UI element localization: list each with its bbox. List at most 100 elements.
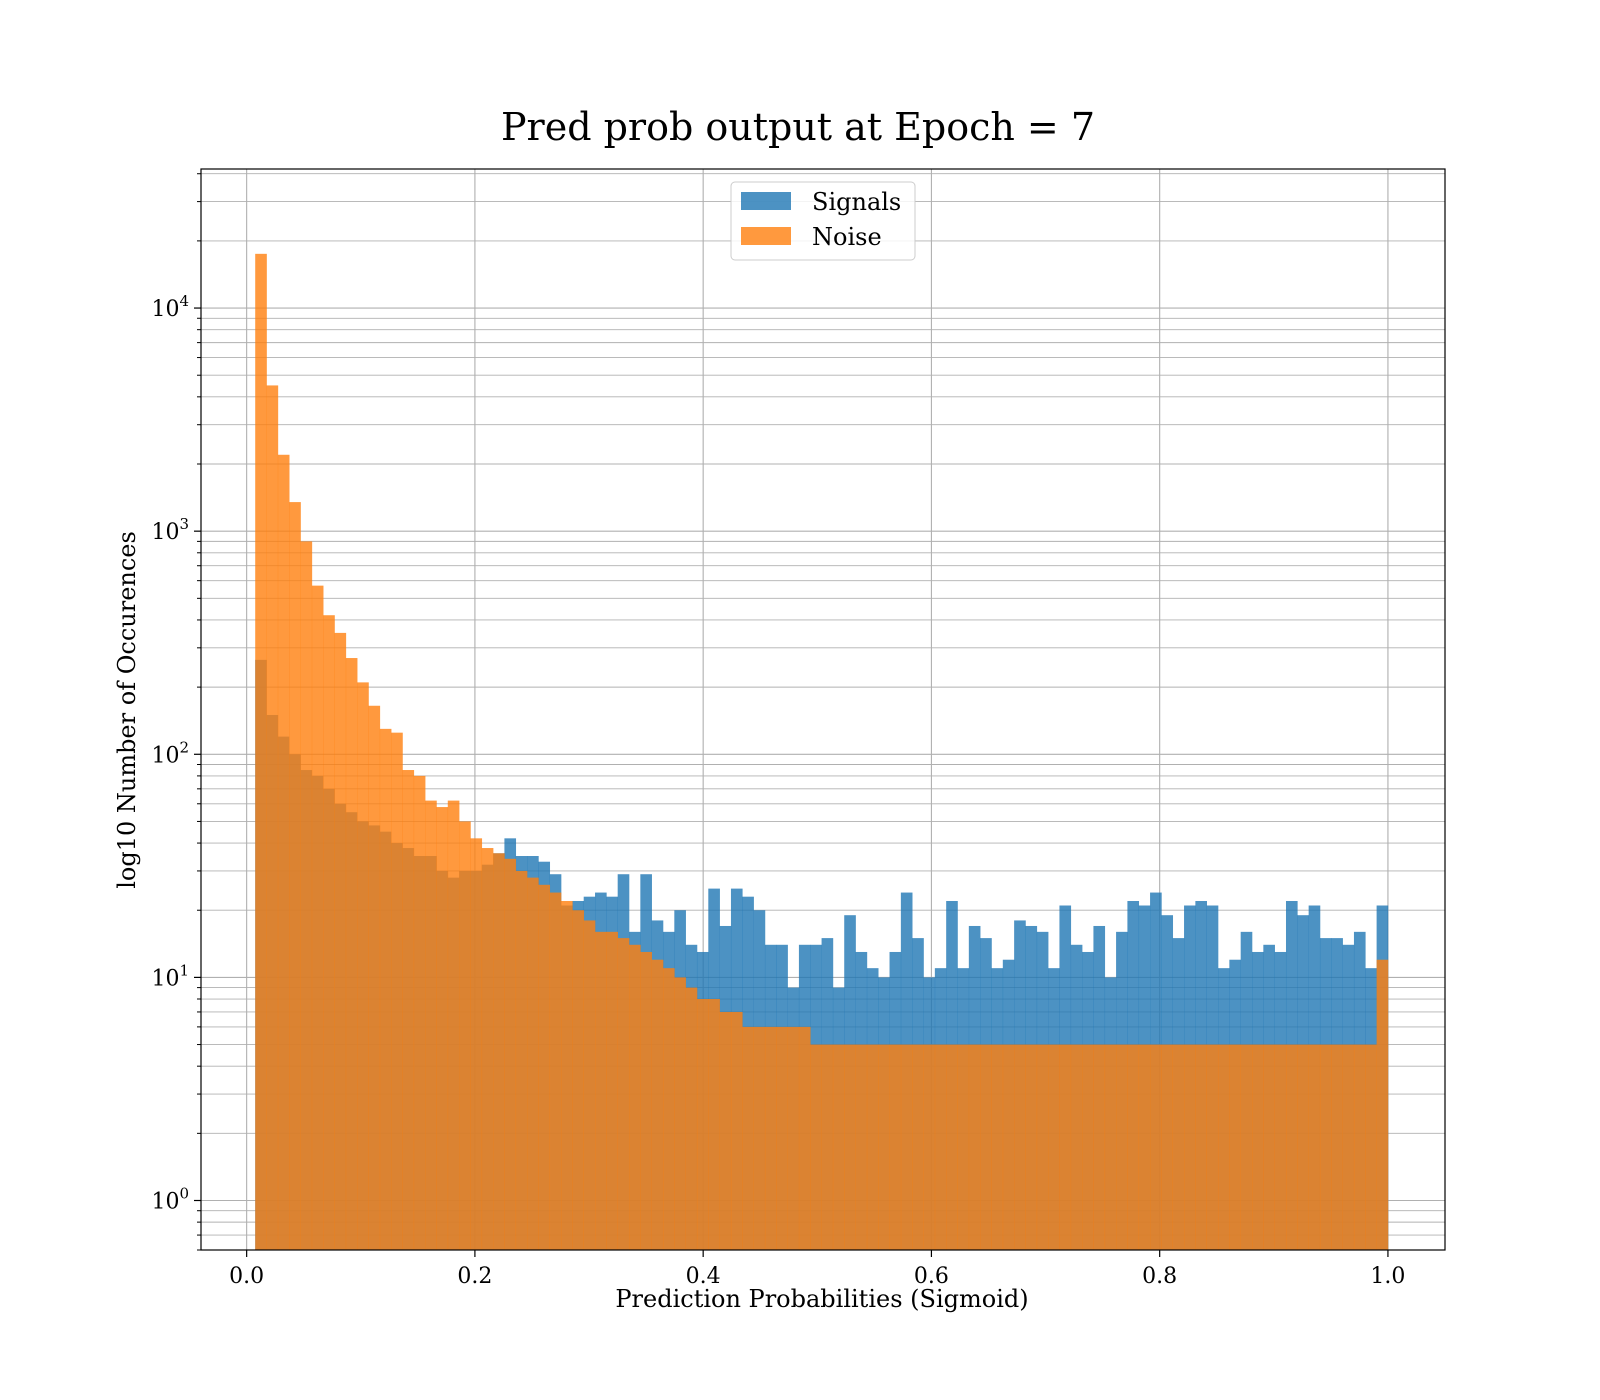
- legend: Signals Noise: [730, 181, 916, 261]
- noise-bar: [470, 838, 483, 1250]
- noise-bar: [289, 502, 301, 1250]
- noise-bar: [1297, 1044, 1309, 1250]
- noise-bar: [357, 682, 369, 1250]
- noise-bar: [493, 853, 505, 1250]
- noise-bar: [1218, 1044, 1230, 1250]
- noise-bar: [425, 800, 437, 1250]
- legend-label-signals: Signals: [812, 188, 901, 216]
- noise-bar: [345, 658, 358, 1250]
- noise-bar: [787, 1026, 800, 1250]
- noise-bar: [1342, 1044, 1355, 1250]
- noise-bar: [1025, 1044, 1038, 1250]
- noise-bar: [719, 1011, 732, 1250]
- noise-bar: [447, 800, 460, 1250]
- noise-bar: [1319, 1044, 1332, 1250]
- noise-bar: [730, 1011, 743, 1250]
- noise-bar: [957, 1044, 970, 1250]
- noise-bar: [776, 1026, 788, 1250]
- y-tick-label: 104: [151, 292, 189, 322]
- noise-bar: [742, 1026, 754, 1250]
- noise-bar: [1059, 1044, 1072, 1250]
- x-axis-ticks: 0.0 0.2 0.4 0.6 0.8 1.0: [229, 1250, 1405, 1289]
- noise-bar: [1195, 1044, 1207, 1250]
- y-tick-label: 100: [151, 1185, 189, 1215]
- noise-bar: [844, 1044, 856, 1250]
- noise-bar: [1104, 1044, 1117, 1250]
- noise-bar: [595, 931, 607, 1250]
- legend-swatch-signals: [741, 192, 791, 210]
- plot-frame: [200, 168, 1446, 1251]
- noise-bar: [1138, 1044, 1151, 1250]
- noise-bar: [1229, 1044, 1241, 1250]
- noise-bar: [991, 1044, 1004, 1250]
- noise-bar: [855, 1044, 868, 1250]
- noise-bar: [1376, 959, 1389, 1250]
- noise-bar: [1206, 1044, 1219, 1250]
- noise-bar: [1150, 1044, 1162, 1250]
- x-axis-label: Prediction Probabilities (Sigmoid): [615, 1285, 1028, 1313]
- noise-bar: [606, 931, 618, 1250]
- legend-swatch-noise: [741, 227, 791, 245]
- noise-bar: [629, 944, 641, 1250]
- noise-bar: [481, 848, 494, 1250]
- noise-bar: [515, 870, 528, 1250]
- noise-bar: [583, 920, 596, 1250]
- noise-bar: [368, 705, 381, 1250]
- noise-bar: [696, 999, 709, 1250]
- noise-bar: [662, 968, 675, 1250]
- noise-bar: [379, 728, 392, 1250]
- chart-title: Pred prob output at Epoch = 7: [501, 105, 1095, 149]
- x-tick-label: 0.0: [229, 1264, 264, 1289]
- noise-bar: [798, 1026, 811, 1250]
- y-tick-label: 101: [151, 961, 189, 991]
- noise-bar: [311, 585, 324, 1250]
- noise-bar: [300, 541, 313, 1250]
- noise-bar: [980, 1044, 992, 1250]
- noise-bar: [1127, 1044, 1140, 1250]
- noise-bar: [572, 910, 585, 1250]
- noise-bar: [1048, 1044, 1060, 1250]
- noise-bar: [277, 454, 290, 1250]
- noise-bar: [1161, 1044, 1174, 1250]
- noise-bar: [651, 959, 664, 1250]
- noise-bar: [878, 1044, 890, 1250]
- noise-bar: [504, 858, 517, 1250]
- noise-bar: [1002, 1044, 1015, 1250]
- y-axis-label: log10 Number of Occurences: [113, 531, 141, 889]
- noise-bar: [674, 977, 686, 1250]
- noise-bar: [459, 821, 471, 1250]
- y-axis-ticks: 100 101 102 103 104: [151, 173, 201, 1251]
- noise-bar: [934, 1044, 947, 1250]
- noise-bar: [1082, 1044, 1094, 1250]
- noise-bar: [1353, 1044, 1366, 1250]
- noise-bar: [866, 1044, 879, 1250]
- noise-bar: [1365, 1044, 1377, 1250]
- noise-bar: [1252, 1044, 1264, 1250]
- noise-bar: [1172, 1044, 1185, 1250]
- noise-bar: [946, 1044, 958, 1250]
- x-tick-label: 0.4: [686, 1264, 721, 1289]
- noise-bar: [255, 253, 267, 1251]
- noise-bar: [549, 892, 562, 1250]
- noise-bar: [923, 1044, 936, 1250]
- noise-bar: [436, 807, 449, 1250]
- noise-bar: [561, 900, 573, 1250]
- noise-bar: [753, 1026, 766, 1250]
- noise-bar: [266, 385, 279, 1250]
- noise-bar: [413, 775, 426, 1250]
- noise-bar: [1285, 1044, 1298, 1250]
- noise-bar: [1331, 1044, 1343, 1250]
- noise-bar: [1308, 1044, 1321, 1250]
- noise-bar: [1036, 1044, 1049, 1250]
- x-tick-label: 0.6: [914, 1264, 949, 1289]
- noise-bar: [1274, 1044, 1287, 1250]
- legend-label-noise: Noise: [812, 223, 882, 251]
- noise-bar: [617, 938, 630, 1250]
- x-tick-label: 0.2: [457, 1264, 492, 1289]
- noise-bar: [402, 770, 415, 1250]
- x-tick-label: 1.0: [1370, 1264, 1405, 1289]
- noise-bar: [912, 1044, 924, 1250]
- noise-bar: [640, 951, 652, 1250]
- noise-bar: [1263, 1044, 1275, 1250]
